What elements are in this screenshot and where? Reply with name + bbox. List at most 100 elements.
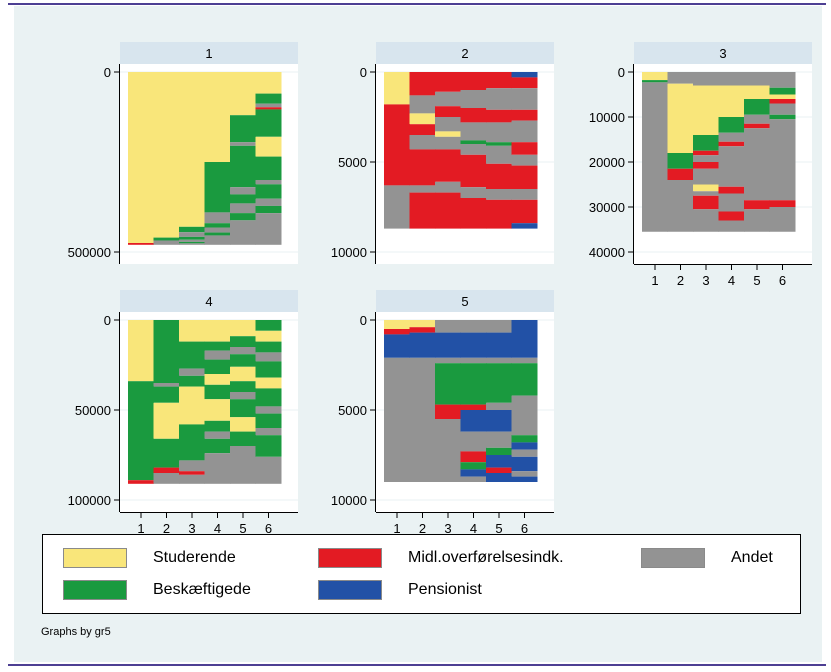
x-tick-label: 5	[239, 521, 246, 536]
segment-andet	[255, 180, 282, 185]
x-tick-label: 1	[137, 521, 144, 536]
segment-studerende	[693, 184, 719, 192]
y-tick-label: 10000	[331, 493, 367, 508]
y-tick-label: 0	[104, 65, 111, 80]
segment-studerende	[204, 374, 231, 385]
segment-andet	[435, 357, 461, 364]
segment-beskæftigede	[230, 399, 256, 418]
segment-midl-overførelsesindk-	[486, 163, 512, 189]
segment-beskæftigede	[230, 431, 256, 446]
segment-andet	[667, 72, 694, 84]
legend-label-beskaeftigede: Beskæftigede	[153, 581, 251, 598]
segment-studerende	[179, 320, 205, 342]
segment-andet	[744, 128, 770, 201]
panel-title: 1	[205, 46, 212, 61]
segment-beskæftigede	[204, 223, 231, 228]
segment-andet	[204, 227, 231, 233]
segment-midl-overførelsesindk-	[486, 72, 512, 89]
segment-midl-overførelsesindk-	[153, 467, 180, 473]
segment-andet	[693, 209, 719, 232]
segment-studerende	[230, 366, 256, 382]
segment-studerende	[409, 113, 436, 125]
segment-midl-overførelsesindk-	[460, 154, 487, 188]
y-tick-label: 50000	[75, 403, 111, 418]
segment-pensionist	[511, 456, 538, 472]
segment-andet	[718, 220, 745, 232]
segment-beskæftigede	[179, 241, 205, 244]
segment-beskæftigede	[153, 438, 180, 468]
x-tick-label: 3	[188, 521, 195, 536]
segment-andet	[460, 431, 487, 452]
segment-beskæftigede	[230, 336, 256, 347]
legend-label-andet: Andet	[731, 549, 773, 566]
segment-midl-overførelsesindk-	[384, 329, 410, 335]
segment-andet	[435, 117, 461, 132]
segment-andet	[769, 119, 796, 201]
segment-andet	[486, 402, 512, 410]
segment-studerende	[230, 417, 256, 432]
segment-beskæftigede	[230, 381, 256, 392]
segment-andet	[435, 320, 461, 333]
x-tick-label: 4	[470, 521, 477, 536]
panel-4: 4 0 50000 100000 1 2 3 4 5 6	[68, 290, 298, 536]
graphs-by-note: Graphs by gr5	[41, 626, 111, 638]
segment-beskæftigede	[230, 194, 256, 204]
x-tick-label: 6	[521, 521, 528, 536]
segment-andet	[511, 88, 538, 110]
segment-beskæftigede	[153, 237, 180, 241]
segment-midl-overførelsesindk-	[435, 404, 461, 419]
x-tick-label: 2	[419, 521, 426, 536]
segment-midl-overførelsesindk-	[511, 142, 538, 155]
segment-beskæftigede	[230, 145, 256, 188]
segment-beskæftigede	[204, 384, 231, 400]
legend-item-andet: Andet	[641, 545, 773, 571]
segment-andet	[255, 213, 282, 245]
segment-midl-overførelsesindk-	[128, 480, 154, 484]
segment-pensionist	[511, 223, 538, 229]
segment-andet	[460, 122, 487, 141]
segment-pensionist	[511, 476, 538, 482]
y-tick-label: 20000	[589, 155, 625, 170]
segment-andet	[486, 357, 512, 364]
segment-andet	[153, 473, 180, 484]
segment-andet	[460, 357, 487, 364]
segment-studerende	[769, 94, 796, 99]
segment-pensionist	[384, 334, 410, 358]
segment-midl-overførelsesindk-	[435, 192, 461, 229]
segment-andet	[409, 185, 436, 193]
legend-item-midl: Midl.overførelsesindk.	[318, 545, 564, 571]
segment-andet	[409, 135, 436, 150]
segment-andet	[486, 431, 512, 448]
segment-andet	[486, 88, 512, 110]
segment-midl-overførelsesindk-	[409, 149, 436, 186]
segment-beskæftigede	[255, 388, 282, 407]
segment-beskæftigede	[255, 184, 282, 199]
segment-midl-overførelsesindk-	[435, 106, 461, 117]
segment-andet	[460, 187, 487, 198]
segment-beskæftigede	[255, 435, 282, 457]
segment-andet	[486, 320, 512, 333]
y-tick-label: 30000	[589, 200, 625, 215]
segment-andet	[744, 72, 770, 86]
segment-andet	[435, 136, 461, 150]
segment-studerende	[230, 320, 256, 337]
segment-midl-overførelsesindk-	[769, 99, 796, 104]
panel-strip	[376, 42, 554, 64]
bottom-border-rule	[8, 664, 826, 666]
y-tick-label: 5000	[338, 155, 367, 170]
segment-midl-overførelsesindk-	[511, 199, 538, 224]
legend-label-pensionist: Pensionist	[408, 581, 482, 598]
segment-beskæftigede	[204, 341, 231, 351]
plot-region: 0 5000 10000 1 2 3 4 5 6	[331, 312, 554, 536]
segment-studerende	[204, 399, 231, 421]
segment-pensionist	[511, 320, 538, 358]
segment-midl-overførelsesindk-	[718, 186, 745, 194]
segment-andet	[179, 460, 205, 472]
segment-andet	[230, 142, 256, 146]
segment-andet	[486, 145, 512, 164]
segment-andet	[769, 103, 796, 115]
panel-2: 2 0 5000 10000	[331, 42, 554, 264]
segment-andet	[230, 446, 256, 484]
segment-pensionist	[460, 410, 487, 432]
segment-andet	[230, 220, 256, 245]
